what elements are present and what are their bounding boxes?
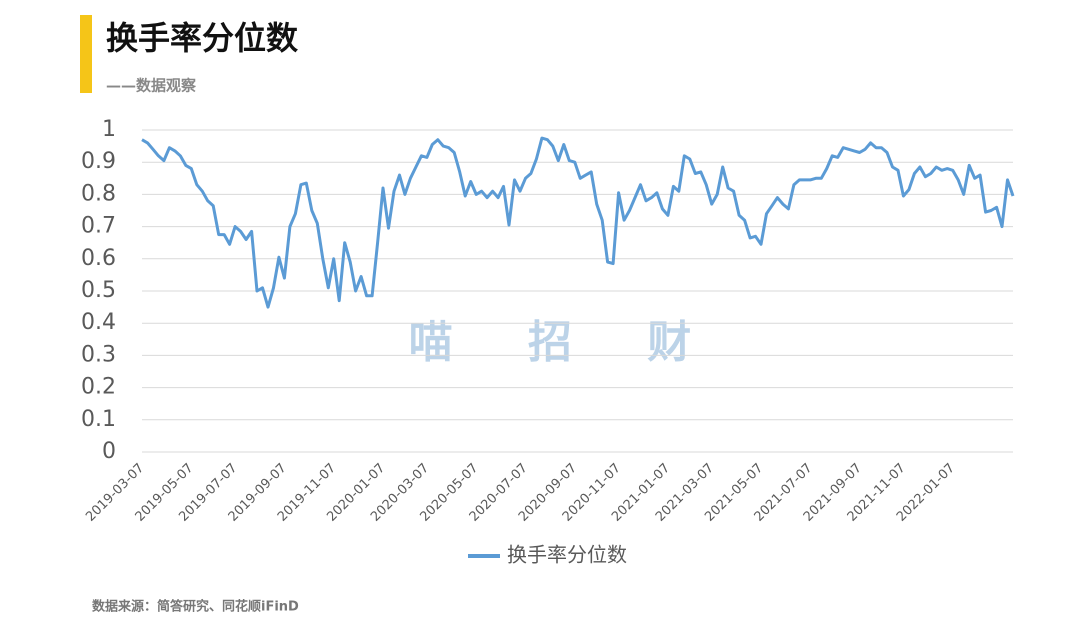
line-series — [141, 136, 1015, 309]
source: 数据来源：简答研究、同花顺iFinD — [92, 599, 299, 615]
y-tick-label: 0.9 — [81, 149, 116, 174]
y-tick-label: 0.2 — [81, 375, 116, 400]
y-tick-label: 0.5 — [81, 278, 116, 303]
y-tick-label: 0.4 — [81, 310, 116, 335]
subtitle: ——数据观察 — [106, 77, 197, 95]
y-tick-label: 0.7 — [81, 214, 116, 239]
y-tick-label: 0.3 — [81, 342, 116, 367]
legend-label: 换手率分位数 — [507, 543, 627, 567]
y-tick-label: 1 — [102, 117, 116, 142]
accent-bar — [80, 15, 92, 93]
y-tick-label: 0.1 — [81, 407, 116, 432]
y-tick-label: 0.8 — [81, 181, 116, 206]
y-tick-label: 0.6 — [81, 246, 116, 271]
y-tick-label: 0 — [102, 439, 116, 464]
watermark: 喵 招 财 — [409, 317, 692, 368]
chart-title: 换手率分位数 — [106, 19, 299, 57]
